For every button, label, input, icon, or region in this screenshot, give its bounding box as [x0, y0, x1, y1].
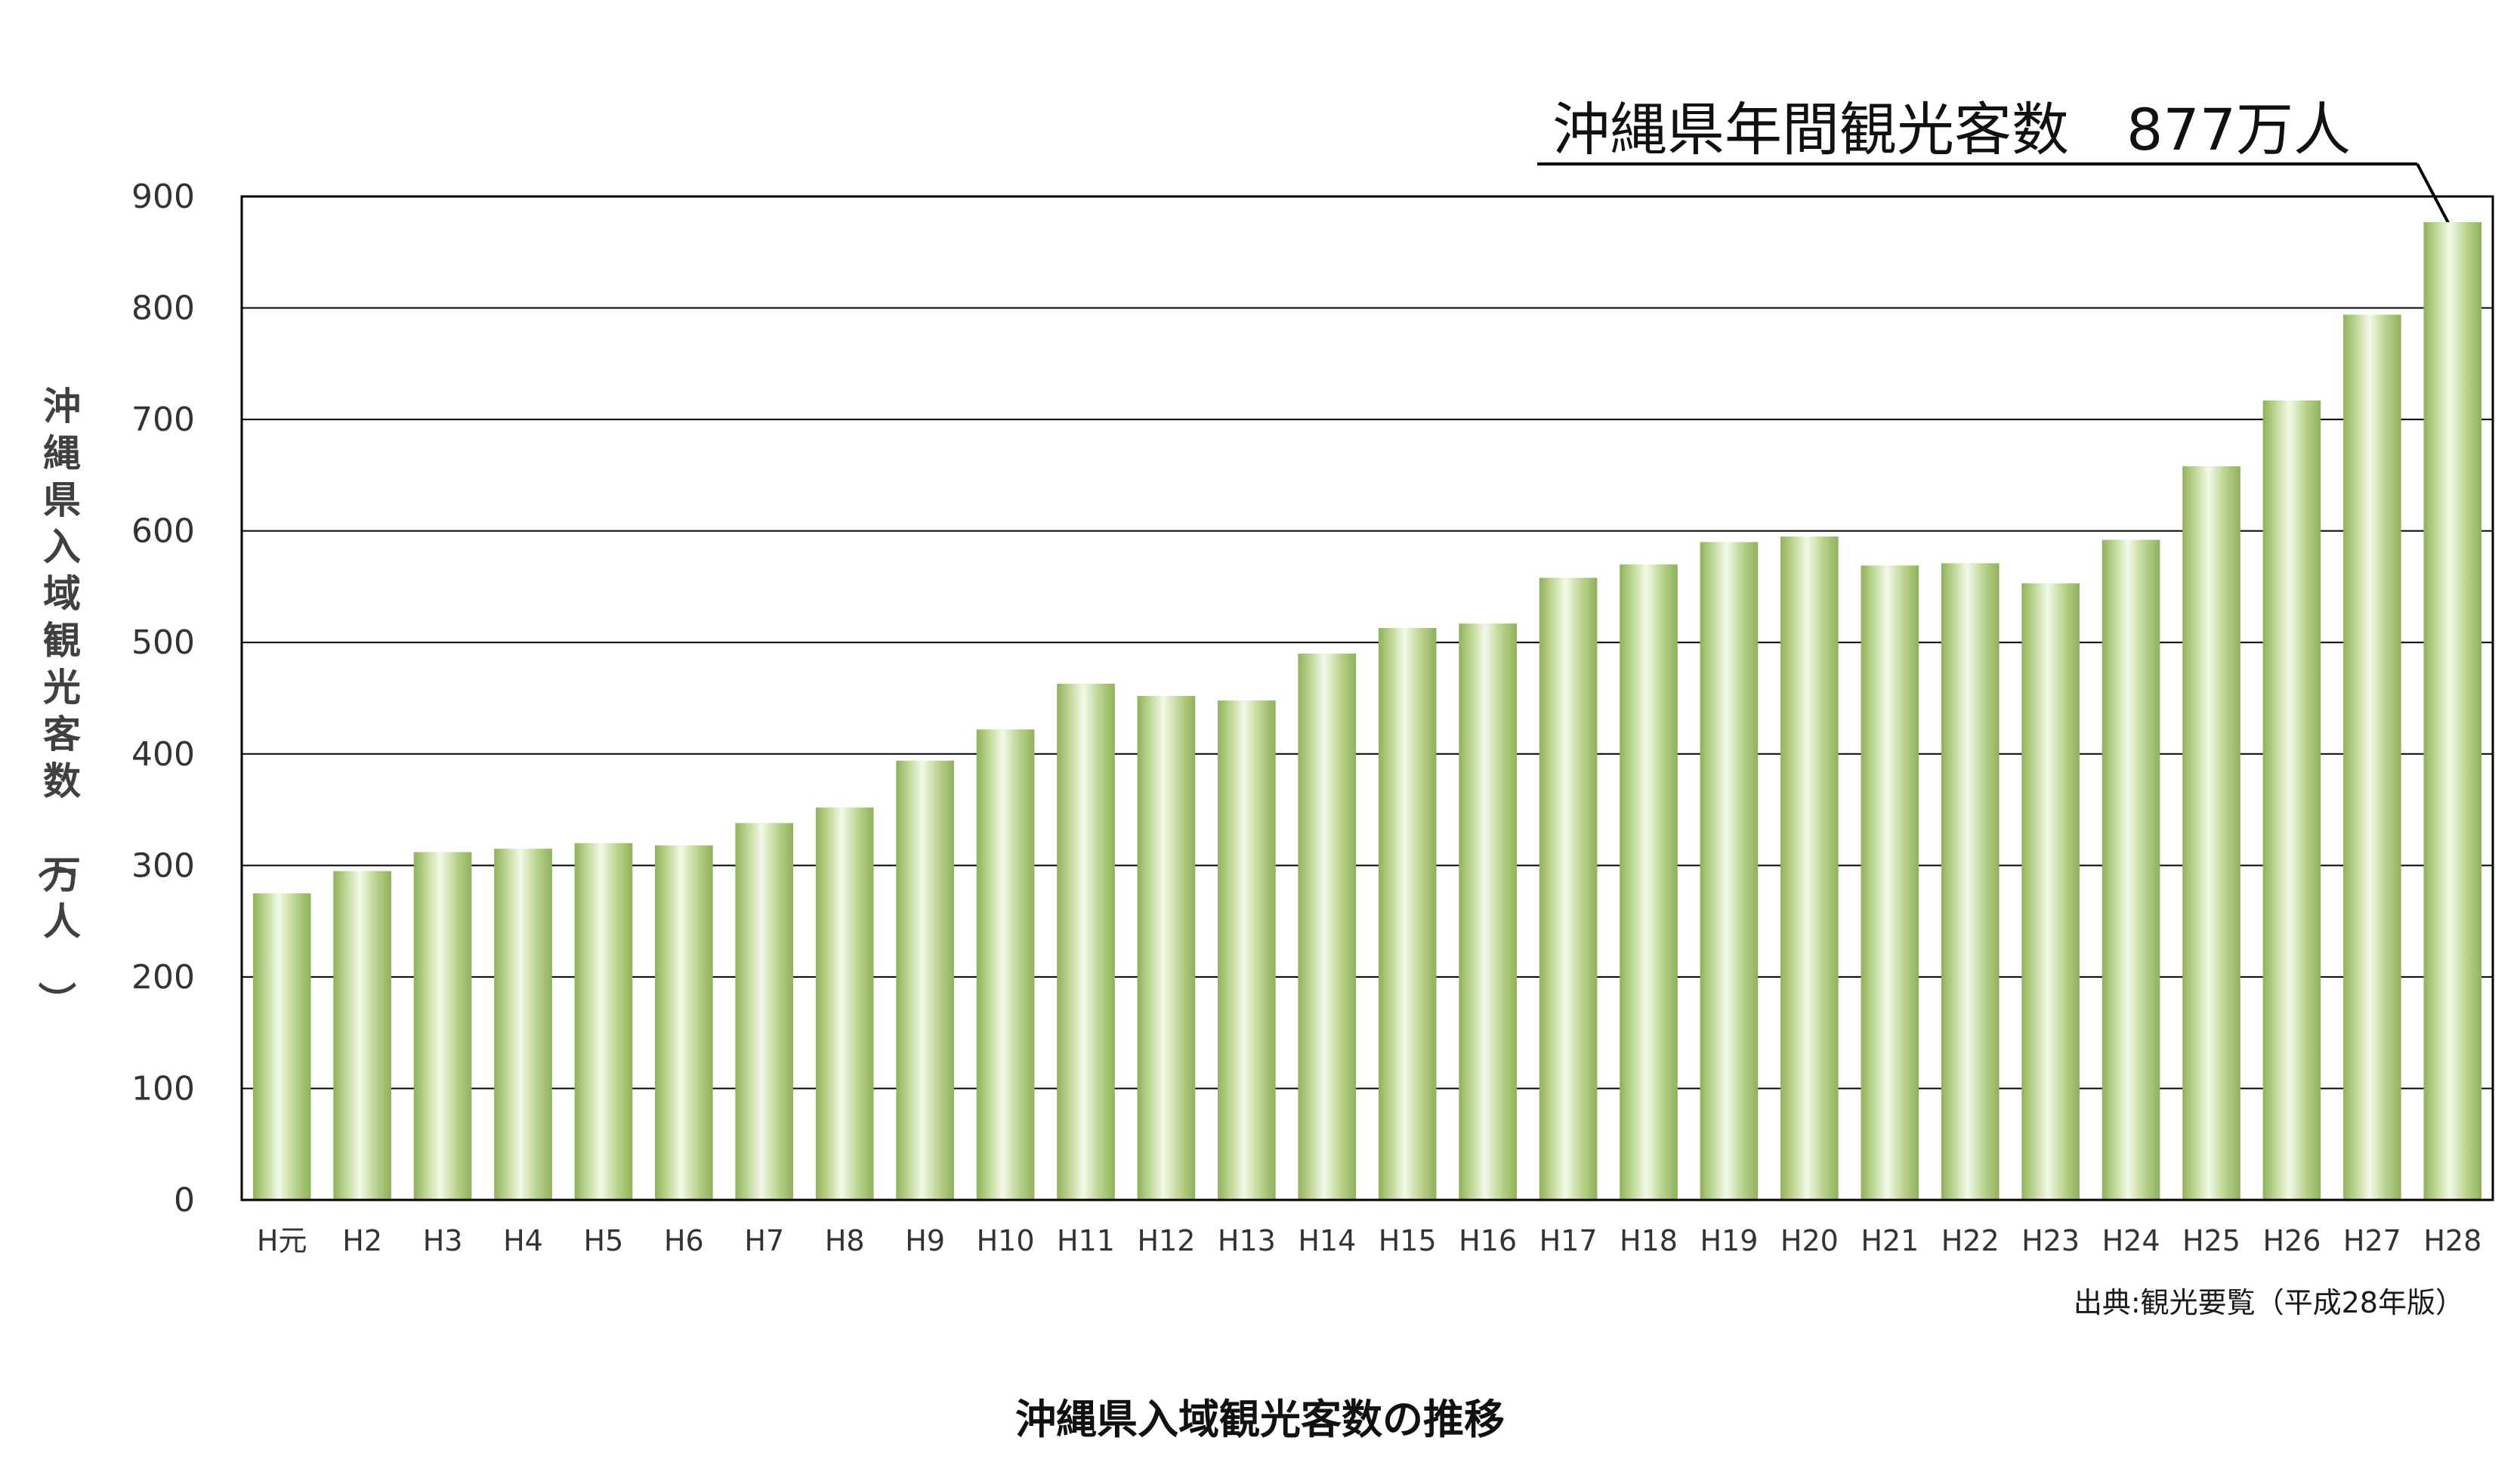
- x-tick-label: H4: [503, 1224, 543, 1257]
- bar: [735, 823, 794, 1200]
- x-tick-label: H19: [1700, 1224, 1758, 1257]
- x-tick-label: H6: [664, 1224, 704, 1257]
- bar: [2182, 466, 2241, 1200]
- bars: [252, 221, 2482, 1201]
- x-tick-label: H16: [1459, 1224, 1517, 1257]
- bar: [1620, 564, 1678, 1200]
- chart-title: 沖縄県入域観光客数の推移: [1015, 1396, 1505, 1443]
- y-tick-label: 100: [131, 1069, 195, 1108]
- y-axis-label: 沖縄県入域観光客数（万人）: [34, 385, 81, 1019]
- x-tick-labels: H元 H2 H3 H4 H5 H6 H7 H8 H9 H10 H11 H12 H13 H14 H15 H16 H…: [257, 1224, 2481, 1257]
- bar: [1298, 653, 1357, 1200]
- y-tick-labels: 0 100 200 300 400 500 600 700 800 900: [131, 178, 195, 1220]
- x-tick-label: H13: [1218, 1224, 1276, 1257]
- bar: [1057, 683, 1115, 1200]
- bar: [2423, 221, 2482, 1201]
- x-tick-label: H14: [1298, 1224, 1356, 1257]
- x-tick-label: H5: [584, 1224, 624, 1257]
- bar: [1861, 565, 1919, 1200]
- x-tick-label: H26: [2262, 1224, 2321, 1257]
- bar: [1780, 536, 1839, 1200]
- y-tick-label: 400: [131, 735, 195, 774]
- x-tick-label: H18: [1620, 1224, 1678, 1257]
- bar: [1941, 563, 2000, 1200]
- bar: [1137, 696, 1196, 1200]
- x-tick-label: H25: [2182, 1224, 2241, 1257]
- x-tick-label: H24: [2102, 1224, 2160, 1257]
- x-tick-label: H7: [744, 1224, 784, 1257]
- bar: [2343, 314, 2401, 1200]
- y-tick-label: 0: [174, 1181, 195, 1220]
- x-tick-label: H3: [423, 1224, 463, 1257]
- y-tick-label: 300: [131, 846, 195, 885]
- callout-leader: [2416, 163, 2455, 233]
- x-tick-label: H21: [1861, 1224, 1919, 1257]
- bar: [1700, 542, 1759, 1200]
- y-tick-label: 900: [131, 178, 195, 216]
- x-tick-label: H12: [1137, 1224, 1195, 1257]
- x-tick-label: H28: [2423, 1224, 2481, 1257]
- x-tick-label: H27: [2343, 1224, 2401, 1257]
- bar: [815, 807, 874, 1200]
- x-tick-label: H17: [1539, 1224, 1598, 1257]
- bar: [2262, 400, 2321, 1201]
- y-tick-label: 600: [131, 512, 195, 551]
- y-tick-label: 500: [131, 623, 195, 662]
- y-tick-label: 800: [131, 289, 195, 328]
- bar: [2102, 540, 2160, 1200]
- bar: [1378, 628, 1437, 1200]
- bar: [1218, 700, 1276, 1200]
- bar: [1459, 623, 1517, 1200]
- bar: [655, 845, 713, 1200]
- bar: [574, 843, 633, 1200]
- y-tick-label: 700: [131, 400, 195, 439]
- x-tick-label: H10: [977, 1224, 1035, 1257]
- x-tick-label: H15: [1379, 1224, 1437, 1257]
- callout: 沖縄県年間観光客数 877万人: [1537, 96, 2455, 233]
- bar: [252, 893, 311, 1200]
- bar: [1539, 577, 1598, 1200]
- x-tick-label: H2: [342, 1224, 382, 1257]
- x-tick-label: H22: [1941, 1224, 2000, 1257]
- x-tick-label: H23: [2021, 1224, 2080, 1257]
- y-tick-label: 200: [131, 958, 195, 997]
- bar: [2021, 583, 2080, 1200]
- bar: [333, 870, 391, 1200]
- x-tick-label: H元: [257, 1224, 307, 1257]
- x-tick-label: H20: [1780, 1224, 1839, 1257]
- bar: [494, 849, 552, 1200]
- x-tick-label: H9: [905, 1224, 945, 1257]
- bar: [896, 760, 954, 1200]
- x-tick-label: H8: [825, 1224, 865, 1257]
- source-note: 出典:観光要覧（平成28年版）: [2074, 1286, 2464, 1319]
- bar: [413, 852, 472, 1200]
- bar: [976, 729, 1035, 1200]
- callout-text: 沖縄県年間観光客数 877万人: [1552, 96, 2351, 163]
- x-tick-label: H11: [1057, 1224, 1115, 1257]
- plot-frame: [240, 195, 2494, 1201]
